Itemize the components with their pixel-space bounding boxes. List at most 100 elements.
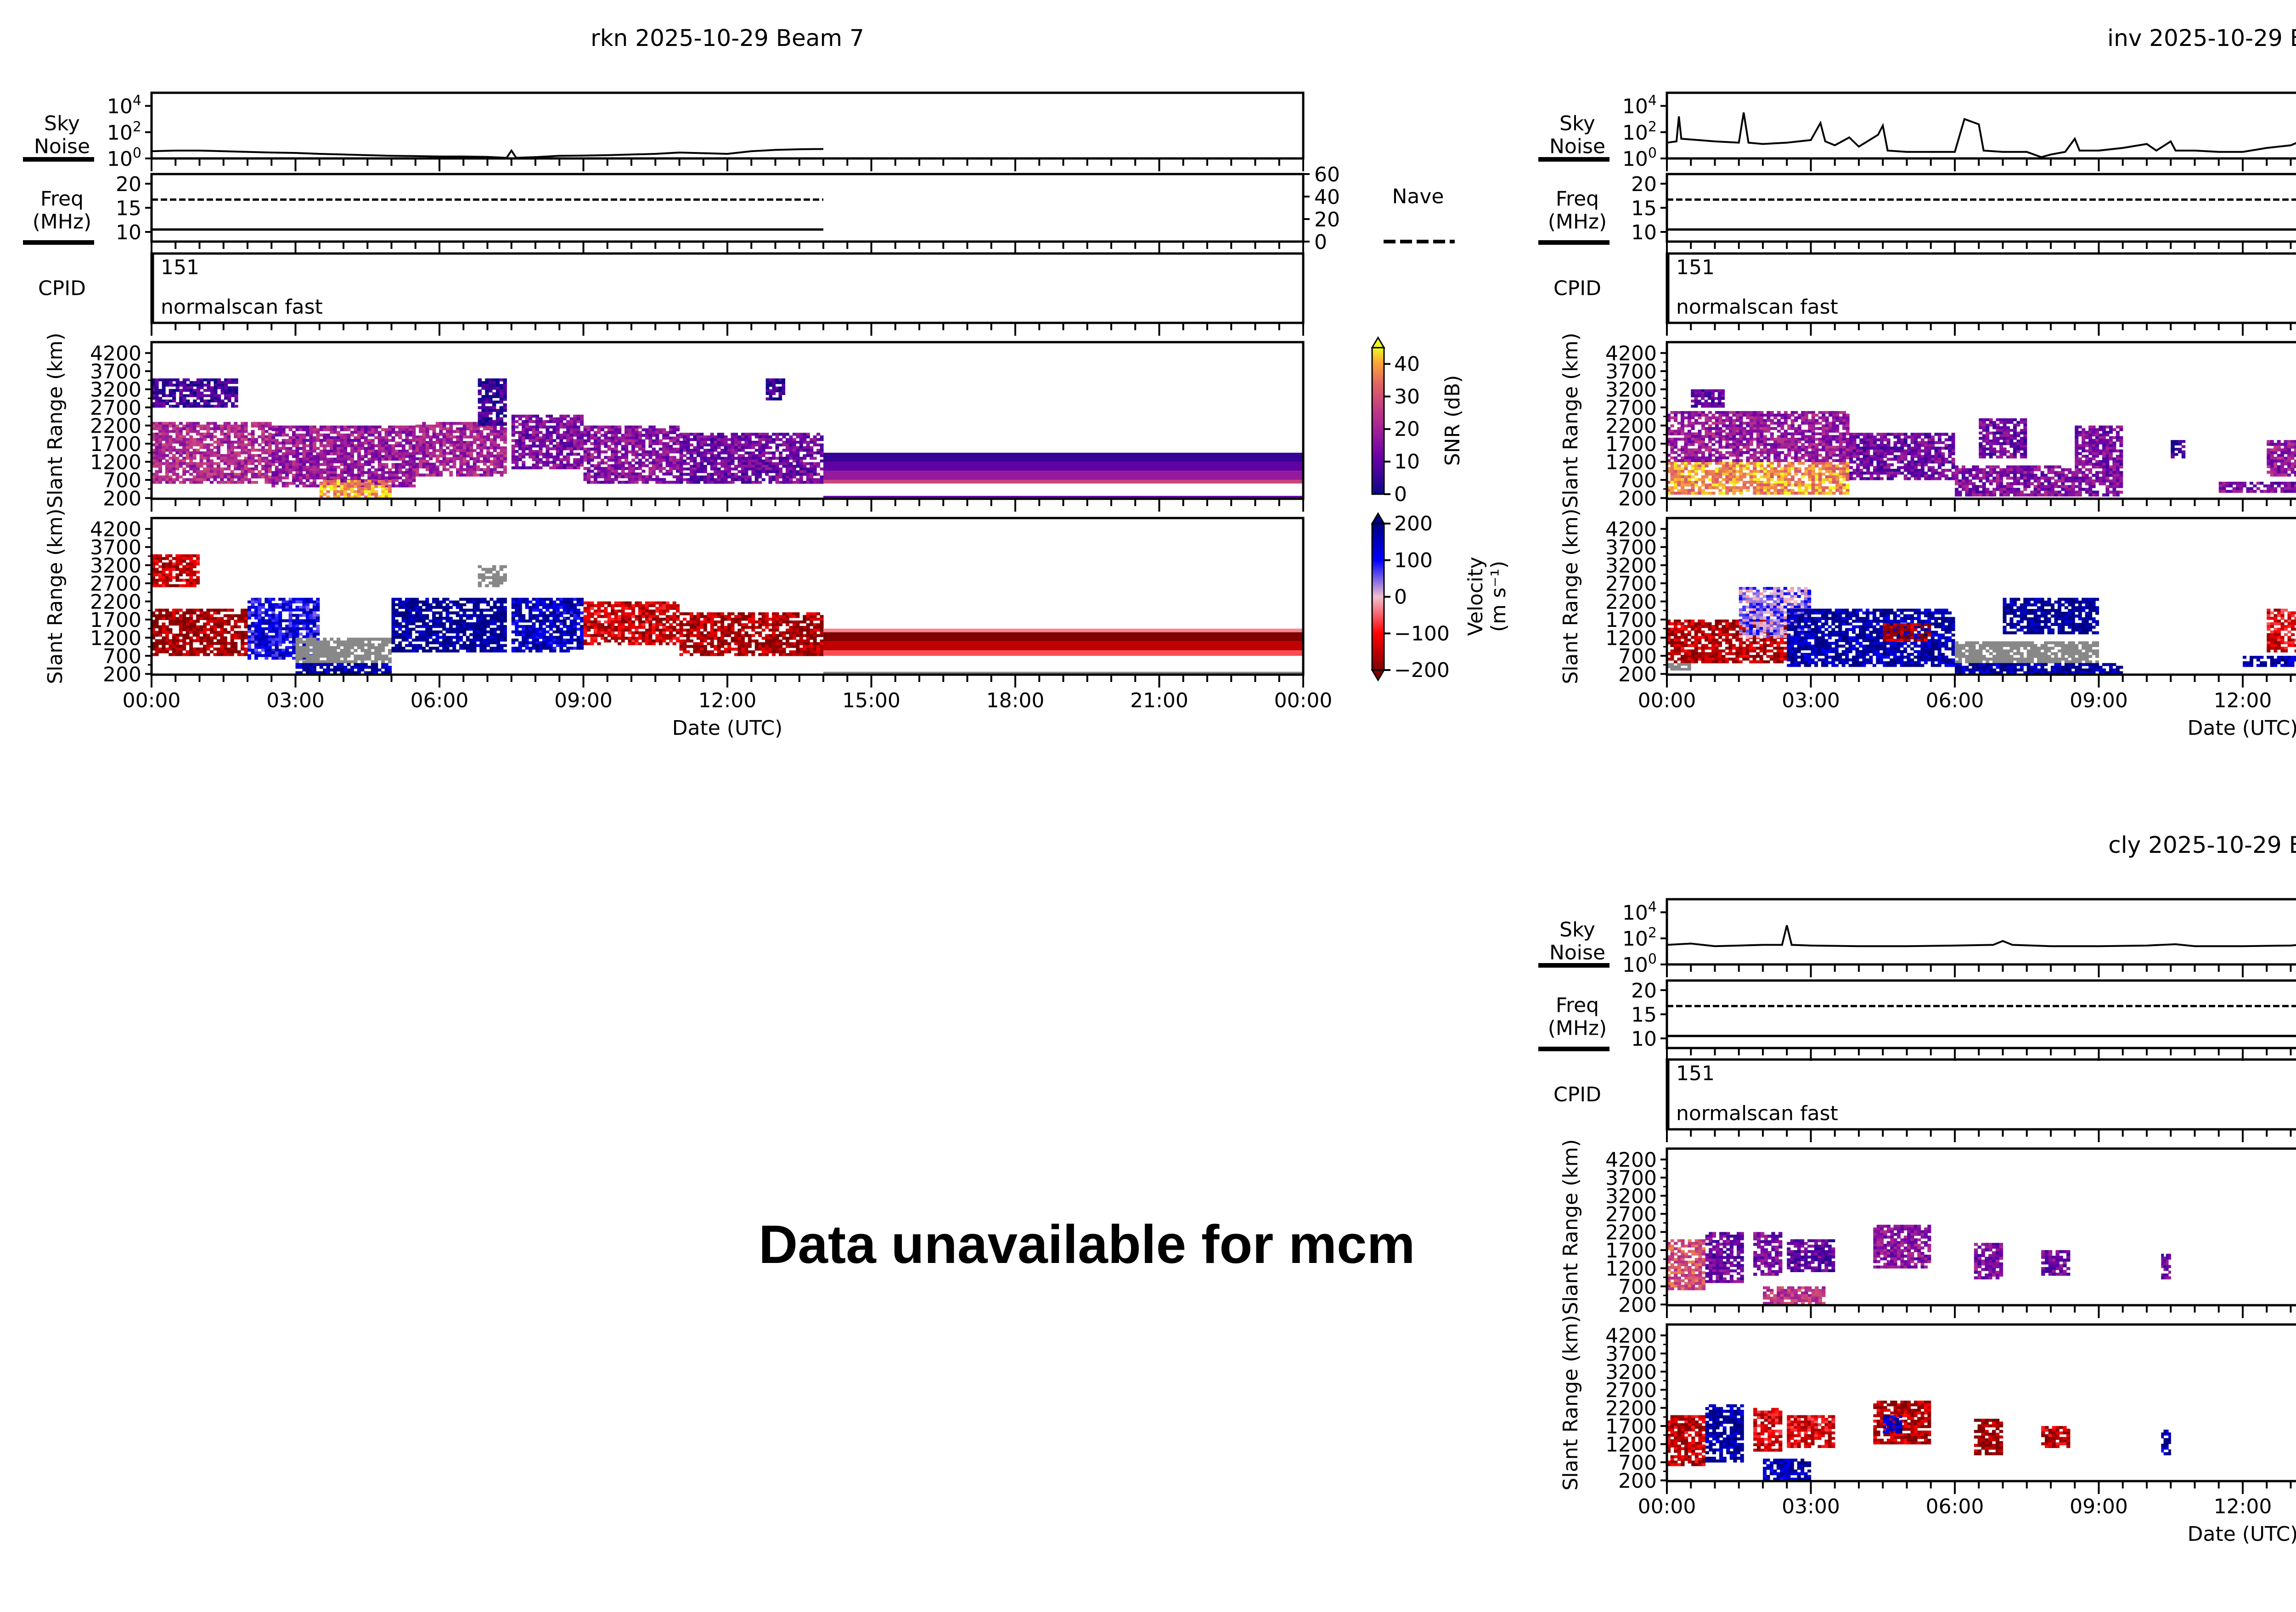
velocity-cell — [302, 600, 306, 603]
velocity-cell — [316, 597, 320, 601]
snr-cell — [772, 465, 776, 468]
range-tick-label: 1700 — [90, 433, 141, 456]
velocity-cell — [275, 616, 279, 620]
snr-cell — [391, 439, 395, 442]
snr-cell — [618, 458, 622, 462]
snr-cell — [486, 446, 490, 450]
velocity-cell — [199, 611, 203, 615]
velocity-cell — [206, 617, 210, 620]
velocity-cell — [155, 625, 159, 629]
velocity-cell — [196, 620, 200, 623]
snr-cell — [529, 425, 533, 429]
snr-cell — [769, 383, 773, 387]
snr-cell — [371, 428, 375, 431]
velocity-cell — [169, 614, 173, 618]
snr-cell — [155, 475, 159, 479]
velocity-cell — [165, 617, 169, 620]
snr-cell — [182, 378, 186, 382]
velocity-cell — [285, 608, 289, 612]
snr-cell — [254, 440, 258, 444]
snr-cell — [813, 470, 817, 473]
snr-cell — [731, 467, 735, 471]
snr-cell — [631, 436, 636, 440]
velocity-cell — [292, 608, 296, 612]
snr-cell — [217, 381, 221, 384]
snr-cell — [316, 436, 320, 440]
snr-cell — [193, 399, 197, 403]
snr-cell — [525, 466, 529, 469]
snr-cell — [158, 451, 162, 455]
velocity-cell — [244, 636, 248, 640]
snr-cell — [669, 450, 673, 454]
snr-cell — [323, 444, 327, 447]
velocity-cell — [203, 631, 207, 634]
snr-cell — [230, 454, 234, 457]
snr-cell — [546, 431, 550, 434]
snr-cell — [717, 446, 721, 449]
velocity-cell — [237, 653, 241, 656]
snr-cell — [751, 454, 755, 457]
snr-cell — [298, 466, 303, 469]
snr-cell — [731, 459, 735, 462]
velocity-cell — [165, 647, 169, 651]
snr-cell — [686, 438, 690, 441]
velocity-cell — [312, 637, 316, 641]
snr-cell — [703, 459, 707, 462]
velocity-cell — [169, 631, 173, 634]
velocity-cell — [288, 654, 293, 657]
velocity-cell — [288, 635, 293, 638]
snr-cell — [761, 435, 765, 439]
snr-cell — [192, 481, 197, 484]
snr-cell — [734, 449, 738, 452]
velocity-cell — [305, 654, 310, 658]
snr-cell — [162, 383, 166, 387]
snr-cell — [539, 420, 543, 423]
snr-cell — [432, 451, 436, 455]
snr-cell — [499, 406, 504, 409]
snr-cell — [367, 463, 371, 466]
snr-cell — [700, 459, 704, 462]
velocity-cell — [152, 636, 156, 640]
snr-cell — [196, 391, 200, 395]
snr-cell — [500, 462, 504, 466]
snr-cell — [642, 461, 646, 465]
snr-cell — [248, 443, 252, 446]
snr-cell — [744, 459, 748, 462]
snr-cell — [275, 452, 279, 456]
snr-cell — [638, 453, 642, 457]
snr-cell — [741, 481, 745, 484]
snr-cell — [394, 476, 399, 479]
snr-cell — [820, 481, 824, 484]
snr-cell — [556, 436, 560, 440]
velocity-cell — [223, 650, 227, 654]
snr-cell — [542, 452, 546, 456]
snr-cell — [152, 457, 156, 460]
velocity-cell — [165, 639, 169, 643]
snr-cell — [155, 443, 159, 446]
snr-cell — [261, 459, 265, 462]
snr-cell — [354, 447, 358, 450]
snr-cell — [737, 440, 742, 444]
snr-cell — [275, 455, 279, 458]
snr-cell — [522, 431, 526, 434]
snr-cell — [611, 431, 615, 434]
snr-cell — [593, 464, 597, 468]
snr-cell — [778, 475, 783, 479]
snr-cell — [248, 432, 252, 436]
velocity-cell — [337, 660, 341, 664]
snr-cell — [638, 445, 642, 448]
velocity-cell — [288, 611, 293, 614]
velocity-cell — [347, 652, 351, 655]
snr-cell — [412, 473, 416, 477]
velocity-cell — [248, 627, 252, 631]
snr-cell — [241, 481, 245, 484]
snr-cell — [302, 434, 306, 437]
snr-cell — [754, 440, 759, 444]
velocity-cell — [162, 639, 166, 643]
snr-cell — [337, 436, 341, 440]
snr-cell — [408, 460, 412, 463]
snr-cell — [237, 446, 241, 449]
snr-cell — [645, 431, 649, 434]
snr-cell — [182, 402, 186, 405]
velocity-cell — [230, 644, 234, 648]
